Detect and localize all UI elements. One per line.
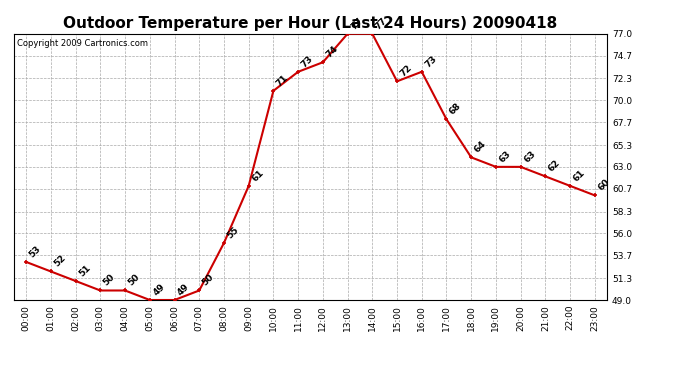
Text: 50: 50 [101,273,117,288]
Text: 51: 51 [77,263,92,278]
Text: 50: 50 [201,273,216,288]
Text: 72: 72 [398,63,414,78]
Text: 60: 60 [596,177,611,193]
Text: 68: 68 [448,101,463,117]
Text: 49: 49 [151,282,166,297]
Text: 71: 71 [275,73,290,88]
Text: 50: 50 [126,273,141,288]
Text: 63: 63 [497,149,513,164]
Text: 73: 73 [423,54,438,69]
Text: 63: 63 [522,149,538,164]
Text: 49: 49 [176,282,191,297]
Text: 61: 61 [250,168,265,183]
Text: 73: 73 [299,54,315,69]
Text: 77: 77 [374,16,389,31]
Text: 64: 64 [473,139,488,154]
Text: 52: 52 [52,254,68,269]
Text: 61: 61 [571,168,586,183]
Text: 77: 77 [349,16,364,31]
Text: 55: 55 [226,225,241,240]
Text: 74: 74 [324,44,339,60]
Text: Copyright 2009 Cartronics.com: Copyright 2009 Cartronics.com [17,39,148,48]
Text: 53: 53 [28,244,43,259]
Text: 62: 62 [546,158,562,174]
Title: Outdoor Temperature per Hour (Last 24 Hours) 20090418: Outdoor Temperature per Hour (Last 24 Ho… [63,16,558,31]
